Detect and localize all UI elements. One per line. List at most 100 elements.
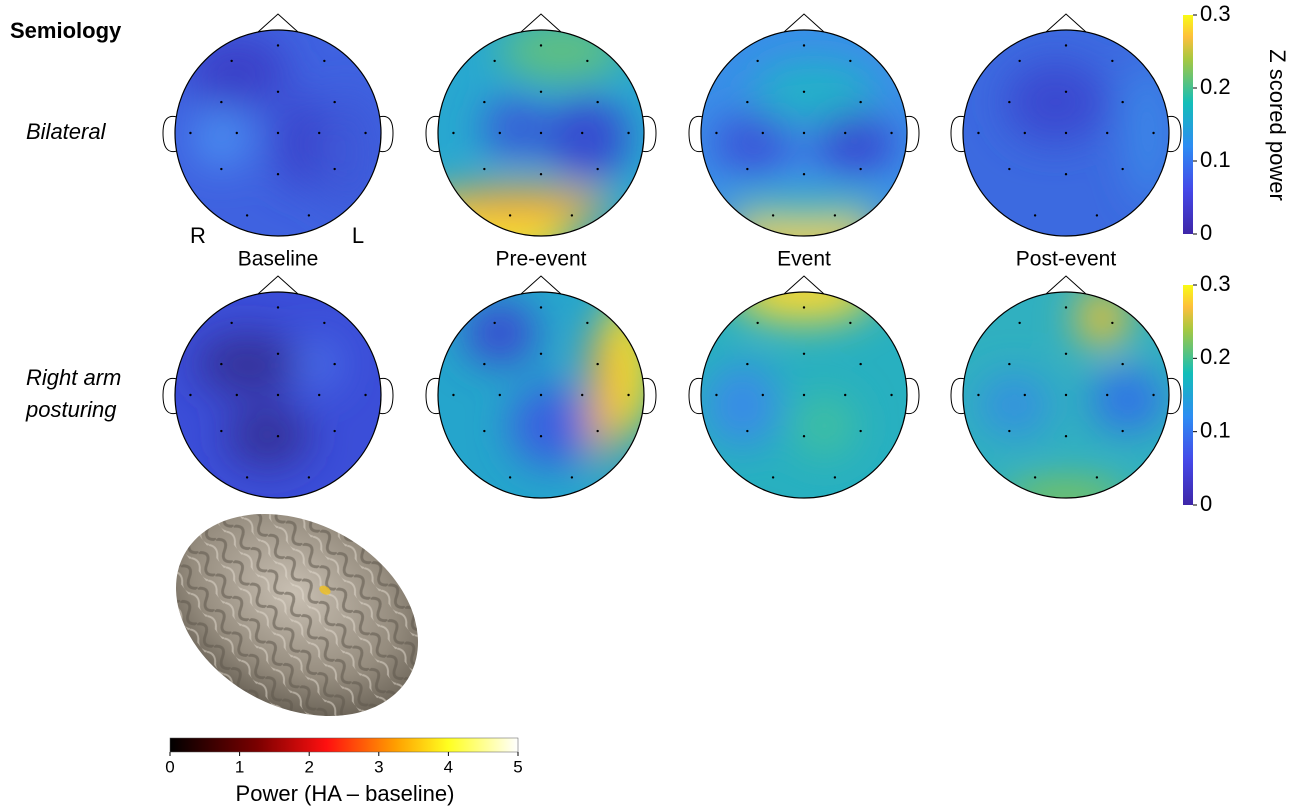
head-nose (258, 276, 298, 294)
electrode (834, 476, 836, 478)
electrode (596, 101, 598, 103)
electrode (859, 168, 861, 170)
colorbar (1183, 285, 1193, 505)
brain-colorbar-tick-label: 5 (513, 757, 522, 776)
electrode (1065, 91, 1067, 93)
topo-blob (711, 112, 793, 174)
head-nose (1046, 14, 1086, 32)
column-label: Pre-event (495, 248, 586, 271)
electrode (493, 60, 495, 62)
electrode (1065, 173, 1067, 175)
electrode (509, 476, 511, 478)
electrode (627, 132, 629, 134)
electrode (1034, 214, 1036, 216)
colorbar-tick-label: 0.2 (1200, 344, 1231, 369)
head-nose (784, 276, 824, 294)
electrode (859, 363, 861, 365)
electrode (756, 60, 758, 62)
electrode (586, 60, 588, 62)
electrode (1121, 363, 1123, 365)
topo-blob (227, 405, 309, 467)
electrode (1008, 363, 1010, 365)
electrode (1065, 435, 1067, 437)
topo-fill (387, 20, 645, 272)
electrode (499, 394, 501, 396)
electrode (746, 363, 748, 365)
electrode (318, 394, 320, 396)
electrode (540, 353, 542, 355)
electrode (803, 353, 805, 355)
colorbar (1183, 15, 1193, 234)
colorbar-tick-label: 0.1 (1200, 417, 1231, 442)
electrode (1096, 214, 1098, 216)
topoplot (951, 276, 1181, 513)
electrode (540, 44, 542, 46)
topo-blob (190, 107, 252, 169)
electrode (1121, 430, 1123, 432)
topo-blob (1004, 61, 1107, 143)
electrode (220, 101, 222, 103)
topoplot (163, 14, 393, 236)
brain-colorbar-tick-label: 1 (235, 757, 244, 776)
column-label: Baseline (238, 248, 319, 271)
topoplot (163, 276, 393, 498)
colorbar-tick-label: 0.2 (1200, 74, 1231, 99)
head-nose (1046, 276, 1086, 294)
colorbar-label: Z scored power (1265, 49, 1290, 201)
electrode (333, 363, 335, 365)
electrode (230, 322, 232, 324)
orientation-right: R (190, 223, 206, 248)
head-nose (784, 14, 824, 32)
topoplot (387, 14, 657, 272)
topo-blobs (387, 20, 629, 272)
electrode (230, 60, 232, 62)
electrode (483, 101, 485, 103)
electrode (1024, 132, 1026, 134)
topo-blob (587, 323, 618, 467)
electrode (277, 353, 279, 355)
electrode (1121, 101, 1123, 103)
electrode (236, 132, 238, 134)
head-nose (521, 14, 561, 32)
electrode (803, 435, 805, 437)
topo-blob (814, 112, 896, 174)
electrode (803, 44, 805, 46)
brain-colorbar-tick-label: 4 (444, 757, 453, 776)
electrode (1065, 132, 1067, 134)
electrode (1008, 430, 1010, 432)
electrode (1024, 394, 1026, 396)
electrode (1121, 168, 1123, 170)
electrode (715, 394, 717, 396)
electrode (756, 322, 758, 324)
electrode (715, 132, 717, 134)
electrode (318, 132, 320, 134)
electrode (220, 430, 222, 432)
topo-fill (438, 292, 654, 498)
electrode (509, 214, 511, 216)
electrode (772, 214, 774, 216)
electrode (333, 101, 335, 103)
electrode (540, 394, 542, 396)
head-nose (521, 276, 561, 294)
electrode (540, 91, 542, 93)
electrode (849, 60, 851, 62)
brain-colorbar-label: Power (HA – baseline) (236, 781, 455, 806)
topo-blob (1092, 369, 1164, 431)
electrode (1106, 394, 1108, 396)
electrode (834, 214, 836, 216)
electrode (277, 435, 279, 437)
brain-colorbar-tick-label: 0 (165, 757, 174, 776)
electrode (977, 132, 979, 134)
topo-blob (978, 374, 1050, 436)
electrode (189, 132, 191, 134)
topo-blob (722, 195, 887, 226)
electrode (844, 394, 846, 396)
topo-blob (794, 395, 856, 457)
topoplot (426, 276, 656, 498)
electrode (220, 168, 222, 170)
electrode (859, 101, 861, 103)
figure: Semiology Power (HA – baseline) Z scored… (0, 0, 1298, 810)
electrode (236, 394, 238, 396)
electrode (540, 173, 542, 175)
topo-blob (185, 35, 288, 107)
